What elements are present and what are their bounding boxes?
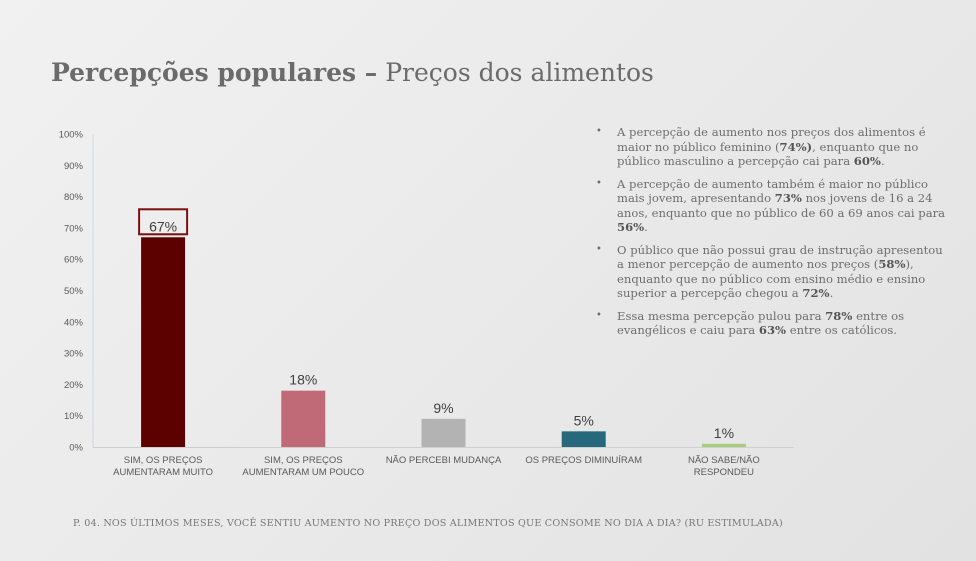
y-tick-label: 50%: [64, 286, 84, 297]
y-tick-label: 40%: [64, 317, 84, 328]
insight-item: A percepção de aumento também é maior no…: [596, 177, 952, 235]
insight-highlight: 74%): [779, 139, 813, 154]
insight-highlight: 58%: [878, 257, 906, 271]
bar: [701, 443, 746, 447]
category-label: NÃO PERCEBI MUDANÇA: [386, 455, 502, 466]
insight-text: entre os católicos.: [786, 323, 897, 337]
insight-text: , enquanto que no público masculino a pe…: [617, 139, 919, 169]
category-label: SIM, OS PREÇOS: [124, 455, 203, 466]
insight-highlight: 56%: [617, 220, 645, 234]
insight-text: A percepção de aumento nos preços dos al…: [617, 125, 926, 154]
insight-text: entre os evangélicos e caiu para: [617, 308, 905, 338]
category-label: SIM, OS PREÇOS: [264, 455, 343, 466]
insight-text: Essa mesma percepção pulou para: [617, 308, 826, 323]
insight-highlight: 73%: [774, 191, 802, 205]
insight-item: A percepção de aumento nos preços dos al…: [596, 125, 952, 169]
insight-highlight: 78%: [825, 308, 853, 323]
insight-text: ), enquanto que no público com ensino mé…: [617, 257, 926, 300]
insight-text: nos jovens de 16 a 24 anos, enquanto que…: [617, 191, 946, 220]
y-tick-label: 10%: [64, 411, 84, 422]
category-label: RESPONDEU: [694, 467, 754, 478]
data-label: 1%: [714, 425, 734, 441]
insight-highlight: 63%: [758, 323, 787, 337]
y-tick-label: 30%: [64, 349, 84, 360]
insight-item: Essa mesma percepção pulou para 78% entr…: [596, 309, 952, 338]
bar: [141, 237, 186, 447]
bar: [281, 390, 326, 447]
insight-text: .: [829, 286, 834, 300]
insight-highlight: 60%: [853, 154, 881, 168]
y-tick-label: 90%: [64, 161, 84, 172]
data-label: 9%: [433, 400, 453, 416]
page-title-light: Preços dos alimentos: [385, 58, 654, 87]
page-title: Percepções populares – Preços dos alimen…: [51, 58, 654, 87]
category-label: OS PREÇOS DIMINUÍRAM: [525, 455, 642, 466]
highlight-box: [138, 208, 189, 236]
category-label: AUMENTARAM UM POUCO: [242, 467, 364, 478]
data-label: 5%: [574, 412, 594, 428]
category-label: NÃO SABE/NÃO: [688, 455, 760, 466]
insight-text: .: [880, 154, 885, 168]
bar: [561, 431, 606, 447]
data-label: 67%: [149, 218, 177, 234]
insight-item: O público que não possui grau de instruç…: [596, 243, 952, 301]
insight-highlight: 72%: [802, 286, 830, 300]
y-tick-label: 60%: [64, 255, 84, 266]
category-label: AUMENTARAM MUITO: [113, 467, 213, 478]
y-tick-label: 70%: [64, 223, 84, 234]
insight-text: O público que não possui grau de instruç…: [617, 242, 943, 272]
insights-list: A percepção de aumento nos preços dos al…: [596, 125, 952, 346]
bar: [421, 418, 466, 447]
insight-text: A percepção de aumento também é maior no…: [617, 176, 928, 206]
insight-text: .: [644, 220, 648, 234]
data-label: 18%: [289, 372, 317, 388]
question-footnote: P. 04. NOS ÚLTIMOS MESES, VOCÊ SENTIU AU…: [73, 518, 783, 529]
y-tick-label: 100%: [59, 130, 84, 141]
y-tick-label: 20%: [64, 380, 84, 391]
page-title-bold: Percepções populares –: [51, 58, 378, 87]
y-tick-label: 0%: [69, 443, 83, 454]
y-tick-label: 80%: [64, 192, 84, 203]
